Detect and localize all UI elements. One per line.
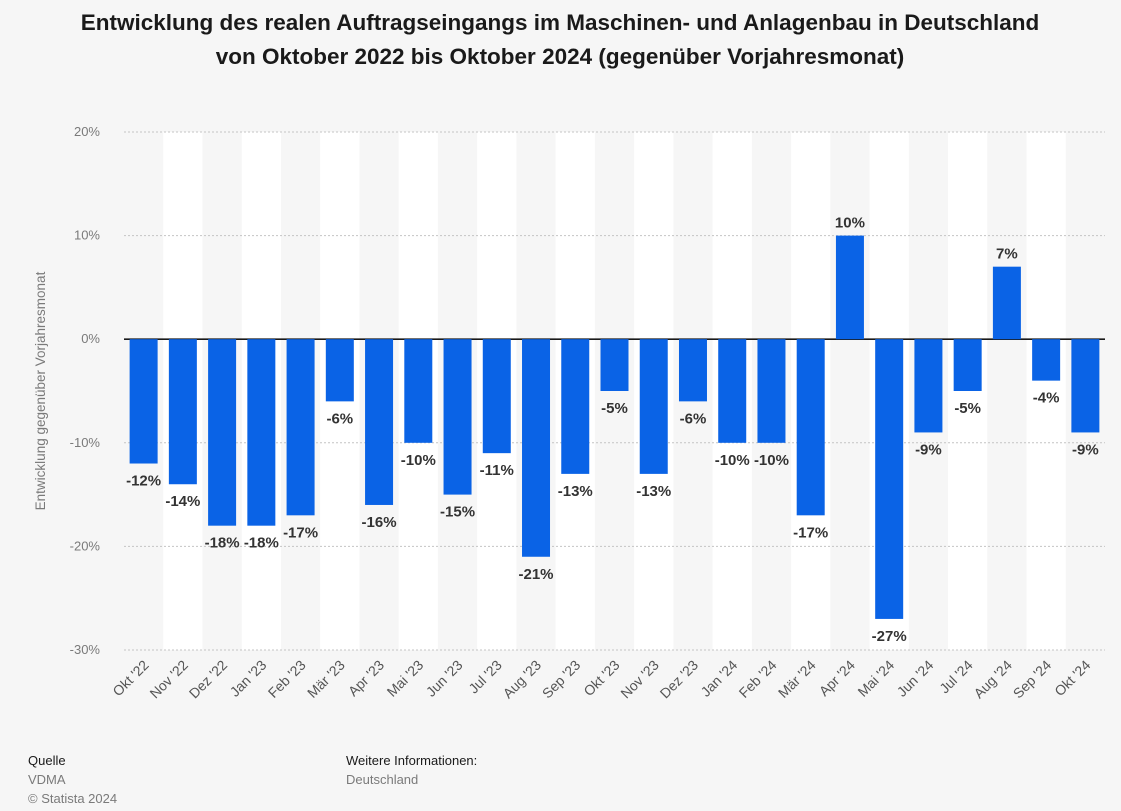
bar xyxy=(522,339,551,557)
bar xyxy=(718,339,747,443)
bar-value-label: -15% xyxy=(440,504,475,521)
y-tick-label: -20% xyxy=(70,538,101,553)
bar xyxy=(286,339,315,516)
y-axis-title: Entwicklung gegenüber Vorjahresmonat xyxy=(33,271,48,510)
x-tick-label: Dez '22 xyxy=(186,657,231,702)
x-tick-label: Okt '22 xyxy=(109,657,152,700)
bar xyxy=(796,339,825,516)
bar-value-label: -12% xyxy=(126,473,161,490)
bar xyxy=(129,339,158,464)
bar xyxy=(914,339,943,433)
bar-chart: 20% 10% 0% -10% -20% -30% -12% Okt '22 -14% Nov '… xyxy=(33,124,1105,702)
bar xyxy=(678,339,707,402)
x-tick-label: Jun '24 xyxy=(894,657,937,700)
x-tick-label: Aug '24 xyxy=(970,657,1015,702)
x-tick-label: Jun '23 xyxy=(423,657,466,700)
bar xyxy=(365,339,394,505)
x-tick-label: Mai '24 xyxy=(854,657,897,700)
bar-value-label: -5% xyxy=(954,400,981,417)
bar xyxy=(168,339,197,485)
x-tick-label: Feb '24 xyxy=(736,657,780,701)
y-tick-label: 0% xyxy=(81,331,100,346)
x-tick-label: Okt '24 xyxy=(1051,657,1094,700)
copyright: © Statista 2024 xyxy=(28,791,118,806)
bar-value-label: -5% xyxy=(601,400,628,417)
x-tick-label: Apr '23 xyxy=(345,657,388,700)
info-heading: Weitere Informationen: xyxy=(346,753,478,768)
bar-value-label: -4% xyxy=(1033,390,1060,407)
bar-value-label: -18% xyxy=(205,535,240,552)
y-tick-label: 20% xyxy=(74,124,100,139)
bar-value-label: -6% xyxy=(680,410,707,427)
y-tick-label: -10% xyxy=(70,435,101,450)
bar-value-label: -18% xyxy=(244,535,279,552)
bar xyxy=(208,339,237,526)
column-band xyxy=(1026,132,1066,650)
chart-title: Entwicklung des realen Auftragseingangs … xyxy=(80,10,1040,69)
bar-value-label: -10% xyxy=(401,452,436,469)
x-tick-label: Sep '24 xyxy=(1010,657,1055,702)
bar-value-label: -9% xyxy=(915,441,942,458)
x-tick-label: Aug '23 xyxy=(500,657,545,702)
x-tick-label: Mär '23 xyxy=(304,657,348,701)
bar xyxy=(600,339,629,391)
bar xyxy=(325,339,354,402)
bar-value-label: 10% xyxy=(835,215,865,232)
bar-value-label: -11% xyxy=(480,462,514,479)
bar-value-label: -14% xyxy=(165,493,200,510)
bar-value-label: -21% xyxy=(519,566,554,583)
bar-value-label: -10% xyxy=(715,452,750,469)
x-tick-label: Sep '23 xyxy=(539,657,584,702)
bar xyxy=(247,339,276,526)
bar-value-label: 7% xyxy=(996,246,1018,263)
y-tick-label: -30% xyxy=(70,642,101,657)
x-tick-label: Nov '22 xyxy=(146,657,191,702)
x-tick-label: Okt '23 xyxy=(580,657,623,700)
bar-value-label: -16% xyxy=(362,514,397,531)
bar xyxy=(443,339,472,495)
info-block: Weitere Informationen: Deutschland xyxy=(346,751,477,789)
bar xyxy=(875,339,904,619)
bar xyxy=(639,339,668,474)
bar xyxy=(1032,339,1061,381)
bar xyxy=(561,339,590,474)
bar xyxy=(757,339,786,443)
x-tick-label: Mär '24 xyxy=(775,657,819,701)
bar-value-label: -6% xyxy=(326,410,353,427)
bar xyxy=(953,339,982,391)
bar xyxy=(1071,339,1100,433)
bar-value-label: -10% xyxy=(754,452,789,469)
bar-value-label: -13% xyxy=(558,483,593,500)
x-tick-label: Feb '23 xyxy=(265,657,309,701)
bar-value-label: -27% xyxy=(872,628,907,645)
info-value: Deutschland xyxy=(346,772,419,787)
bar-value-label: -17% xyxy=(283,524,318,541)
y-tick-label: 10% xyxy=(74,228,100,243)
x-tick-label: Apr '24 xyxy=(816,657,859,700)
bar-value-label: -13% xyxy=(636,483,671,500)
source-value: VDMA xyxy=(28,772,66,787)
x-tick-label: Dez '23 xyxy=(657,657,702,702)
bar-value-label: -17% xyxy=(793,524,828,541)
bar xyxy=(835,235,864,340)
x-tick-label: Mai '23 xyxy=(383,657,426,700)
x-tick-label: Nov '23 xyxy=(617,657,662,702)
bar xyxy=(482,339,511,454)
source-heading: Quelle xyxy=(28,753,66,768)
bar xyxy=(992,266,1021,340)
x-tick-label: Jan '23 xyxy=(227,657,270,700)
bar xyxy=(404,339,433,443)
x-tick-label: Jan '24 xyxy=(697,657,740,700)
bar-value-label: -9% xyxy=(1072,441,1099,458)
source-block: Quelle VDMA © Statista 2024 xyxy=(28,751,117,808)
